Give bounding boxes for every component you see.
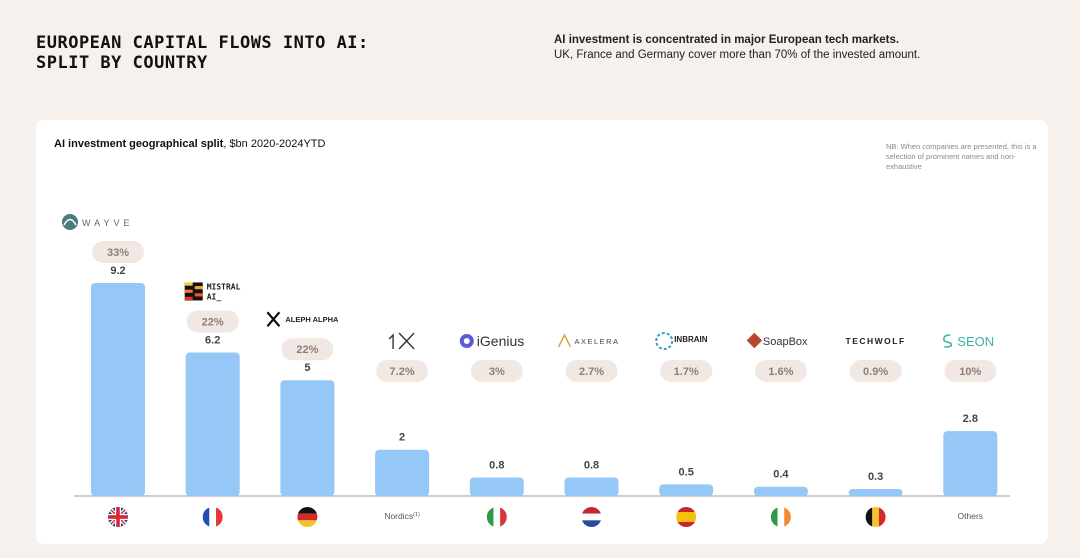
chart-title: AI investment geographical split, $bn 20… xyxy=(54,138,325,150)
bar-ireland xyxy=(753,486,808,496)
value-label: 2 xyxy=(399,432,405,444)
page-title-line-1: EUROPEAN CAPITAL FLOWS INTO AI: xyxy=(36,33,369,53)
bar-netherlands xyxy=(564,477,619,496)
germany-flag xyxy=(297,507,318,527)
axelera-icon: AXELERA xyxy=(557,333,620,348)
page-title-line-2: SPLIT BY COUNTRY xyxy=(36,53,208,73)
bar-italy xyxy=(469,477,524,496)
share-label: 10% xyxy=(959,366,981,378)
category-label: Others xyxy=(958,511,984,521)
bar-germany xyxy=(280,380,335,496)
1x-icon xyxy=(388,332,415,350)
share-pill xyxy=(470,360,523,382)
value-label: 0.4 xyxy=(773,469,789,481)
summary-headline: AI investment is concentrated in major E… xyxy=(554,34,900,46)
logo-label: INBRAIN xyxy=(674,335,708,344)
logo-label: SEON xyxy=(957,334,994,349)
chart-card: AI investment geographical split, $bn 20… xyxy=(36,120,1048,544)
seon-icon: SEON xyxy=(943,334,994,349)
value-label: 6.2 xyxy=(205,334,220,346)
value-label: 9.2 xyxy=(110,265,125,277)
share-pill xyxy=(754,360,807,382)
chart-note: NB: When companies are presented, this i… xyxy=(886,142,1037,171)
share-label: 2.7% xyxy=(579,366,604,378)
inbrain-icon: INBRAIN xyxy=(655,332,708,350)
share-pill xyxy=(944,360,997,382)
italy-flag xyxy=(486,507,507,527)
aleph-alpha-icon: ALEPH ALPHA xyxy=(266,311,339,327)
share-label: 7.2% xyxy=(390,366,415,378)
share-pill xyxy=(376,360,429,382)
logo-label: iGenius xyxy=(477,333,524,349)
share-label: 1.7% xyxy=(674,366,699,378)
belgium-flag xyxy=(865,507,886,527)
logo-label: WAYVE xyxy=(82,218,134,228)
logo-label: MISTRAL xyxy=(207,282,241,291)
share-label: 22% xyxy=(202,316,224,328)
igenius-icon: iGenius xyxy=(459,333,524,349)
techwolf-icon: TECHWOLF xyxy=(846,336,906,346)
value-label: 5 xyxy=(304,362,310,374)
logo-label: SoapBox xyxy=(763,336,808,348)
value-label: 0.5 xyxy=(679,466,694,478)
logo-label: AXELERA xyxy=(575,337,620,346)
chart-title-unit: , $bn 2020-2024YTD xyxy=(223,138,326,150)
wayve-icon: WAYVE xyxy=(62,214,134,230)
share-pill xyxy=(92,241,144,263)
share-label: 33% xyxy=(107,247,129,259)
ireland-flag xyxy=(770,507,791,527)
share-label: 1.6% xyxy=(768,366,793,378)
uk-flag xyxy=(108,507,128,527)
summary-text: UK, France and Germany cover more than 7… xyxy=(554,49,921,61)
logo-label: ALEPH ALPHA xyxy=(285,315,339,324)
share-pill xyxy=(281,338,334,361)
bar-france xyxy=(185,352,240,496)
bar-others xyxy=(943,431,998,496)
bar-nordics xyxy=(375,449,430,496)
logo-label: TECHWOLF xyxy=(846,336,906,346)
share-pill xyxy=(186,310,239,333)
share-label: 22% xyxy=(296,344,318,356)
france-flag xyxy=(202,507,223,527)
bar-belgium xyxy=(848,489,903,496)
value-label: 0.3 xyxy=(868,471,883,483)
bar-spain xyxy=(659,484,714,496)
summary: AI investment is concentrated in major E… xyxy=(554,33,920,63)
value-label: 0.8 xyxy=(489,459,504,471)
share-pill xyxy=(660,360,713,382)
soapbox-icon: SoapBox xyxy=(746,332,808,349)
share-pill xyxy=(565,360,618,382)
value-label: 2.8 xyxy=(963,413,978,425)
category-label: Nordics(1) xyxy=(384,511,420,521)
logo-label-line-2: AI_ xyxy=(207,292,222,301)
share-label: 3% xyxy=(489,366,505,378)
category-footnote: (1) xyxy=(413,512,420,518)
netherlands-flag xyxy=(581,507,602,527)
share-label: 0.9% xyxy=(863,366,888,378)
bar-uk xyxy=(91,283,145,496)
value-label: 0.8 xyxy=(584,459,599,471)
page-title: EUROPEAN CAPITAL FLOWS INTO AI: SPLIT BY… xyxy=(36,33,369,73)
share-pill xyxy=(849,360,902,382)
chart-title-bold: AI investment geographical split xyxy=(54,138,224,150)
spain-flag xyxy=(676,507,697,527)
